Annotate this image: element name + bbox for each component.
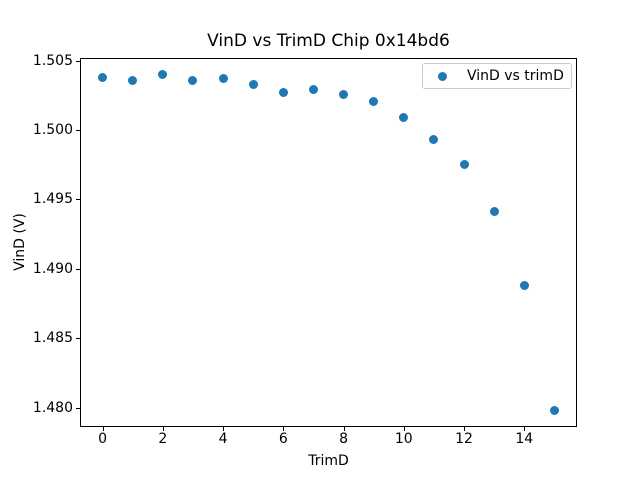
data-point (278, 88, 288, 98)
y-tick-label: 1.490 (32, 260, 73, 277)
y-tick-mark (76, 338, 80, 340)
x-axis-label: TrimD (308, 453, 349, 469)
x-tick-mark (102, 427, 104, 431)
data-point (549, 405, 559, 415)
data-point (308, 85, 318, 95)
x-tick-mark (524, 427, 526, 431)
x-tick-label: 14 (515, 431, 534, 447)
chart-title: VinD vs TrimD Chip 0x14bd6 (207, 31, 450, 51)
y-tick-label: 1.495 (32, 191, 73, 208)
data-point (248, 79, 258, 89)
x-tick-mark (223, 427, 225, 431)
x-tick-label: 10 (394, 431, 413, 447)
y-tick-label: 1.505 (32, 52, 73, 69)
data-point (158, 70, 168, 80)
data-point (339, 89, 349, 99)
x-tick-mark (464, 427, 466, 431)
x-tick-mark (162, 427, 164, 431)
data-point (218, 74, 228, 84)
y-tick-label: 1.480 (32, 399, 73, 416)
x-tick-mark (343, 427, 345, 431)
data-point (519, 281, 529, 290)
y-tick-mark (76, 199, 80, 201)
y-tick-label: 1.500 (32, 122, 73, 139)
y-tick-label: 1.485 (32, 330, 73, 347)
data-point (489, 207, 499, 217)
y-tick-mark (76, 130, 80, 132)
data-point (459, 160, 469, 170)
x-tick-mark (403, 427, 405, 431)
legend-marker-icon (438, 71, 447, 81)
y-tick-mark (76, 60, 80, 62)
plot-area (80, 58, 577, 427)
x-tick-label: 8 (339, 431, 348, 447)
data-point (98, 72, 108, 82)
data-point (429, 135, 439, 145)
y-tick-mark (76, 268, 80, 270)
x-tick-label: 4 (218, 431, 228, 447)
legend: VinD vs trimD (422, 63, 572, 89)
data-point (128, 75, 138, 85)
data-point (369, 96, 379, 106)
x-tick-mark (283, 427, 285, 431)
x-tick-label: 2 (158, 431, 168, 447)
legend-label: VinD vs trimD (467, 68, 564, 84)
data-point (399, 113, 409, 123)
data-point (188, 75, 198, 85)
x-tick-label: 12 (455, 431, 473, 447)
x-tick-label: 6 (278, 431, 288, 447)
x-tick-label: 0 (98, 431, 108, 447)
y-tick-mark (76, 407, 80, 409)
